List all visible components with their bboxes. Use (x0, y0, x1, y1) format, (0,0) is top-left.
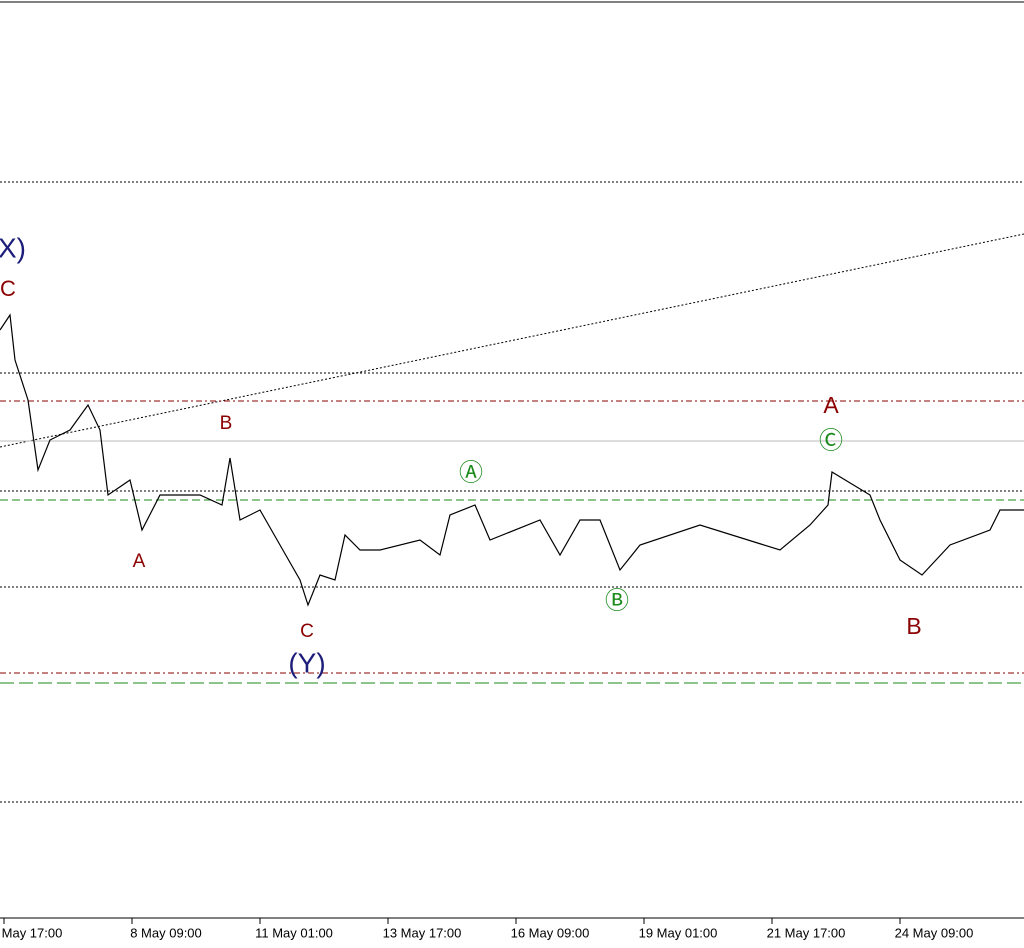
x-tick-label: 11 May 01:00 (255, 925, 333, 940)
wave-label: B (220, 413, 233, 434)
wave-label: X) (0, 232, 26, 263)
trend-line (0, 233, 1024, 448)
x-tick-label: 13 May 17:00 (383, 925, 462, 940)
x-tick-label: May 17:00 (2, 925, 63, 940)
wave-label: C (300, 621, 314, 642)
wave-label: C (0, 276, 16, 301)
wave-label: (Y) (288, 647, 325, 678)
wave-label: A (133, 551, 146, 572)
x-tick-label: 24 May 09:00 (895, 925, 974, 940)
x-tick-label: 19 May 01:00 (639, 925, 718, 940)
price-path (0, 313, 1024, 607)
wave-label: B (906, 613, 921, 639)
wave-label: A (823, 392, 839, 418)
wave-label: Ⓐ (459, 459, 483, 486)
x-tick-label: 16 May 09:00 (511, 925, 590, 940)
wave-labels: X) C B A C (Y) Ⓐ Ⓑ Ⓒ A B (0, 232, 922, 678)
wave-label: Ⓒ (819, 427, 843, 454)
levels (0, 181, 1024, 803)
x-tick-label: 21 May 17:00 (767, 925, 846, 940)
wave-label: Ⓑ (605, 587, 629, 614)
x-tick-label: 8 May 09:00 (130, 925, 202, 940)
x-axis-labels: May 17:00 8 May 09:00 11 May 01:00 13 May 1… (2, 918, 974, 940)
